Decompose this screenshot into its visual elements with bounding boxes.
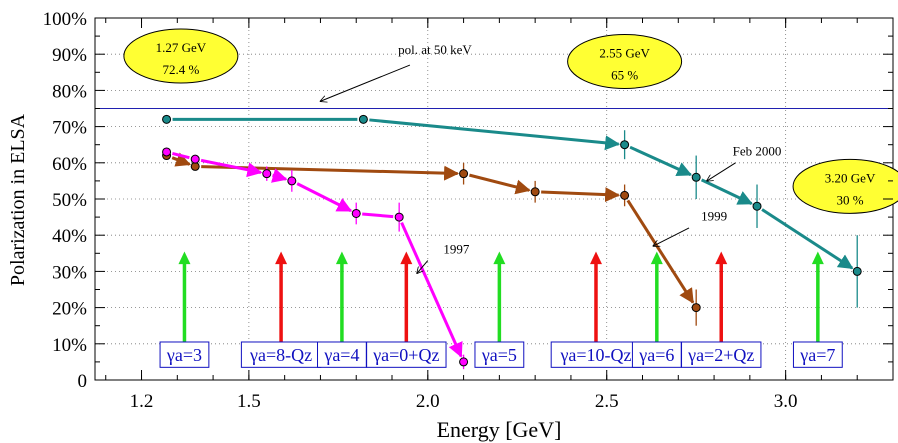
series-segment-y1997: [200, 158, 263, 178]
x-tick-label: 1.5: [237, 391, 261, 412]
x-tick-label: 3.0: [774, 391, 798, 412]
axis-labels: 0 10% 20% 30% 40% 50% 60% 70% 80% 90% 100% 1.2 1.5 2.…: [43, 9, 893, 412]
y-tick-label: 40%: [52, 226, 87, 247]
series-segment-y1999: [541, 187, 621, 203]
resonance-arrow-head: [275, 251, 288, 265]
annotation-pointer: [653, 227, 690, 246]
resonance-label-box: [240, 341, 322, 368]
series-segment-y1999: [626, 199, 695, 304]
callout-percent: 72.4 %: [162, 62, 199, 77]
data-point-y1999: [459, 169, 469, 179]
y-tick-label: 20%: [52, 299, 87, 320]
resonance-label-box: [159, 341, 210, 368]
data-point-feb2000: [691, 172, 701, 182]
y-tick-label: 0: [78, 371, 88, 392]
series-segment-y1997: [296, 182, 353, 213]
callout-percent: 30 %: [837, 192, 864, 207]
series-segment-feb2000: [629, 145, 693, 177]
y-axis-title: Polarization in ELSA: [7, 113, 29, 286]
resonance-label-box: [631, 341, 682, 368]
data-point-feb2000: [358, 114, 368, 124]
series-segment-feb2000: [700, 178, 753, 206]
y-tick-label: 10%: [52, 335, 87, 356]
data-point-y1999: [691, 303, 701, 313]
resonance-label-box: [474, 341, 525, 368]
annotation-pointer: [320, 64, 411, 101]
resonance-arrow-head: [650, 251, 663, 265]
y-tick-label: 90%: [52, 45, 87, 66]
series-segment-y1999: [469, 173, 531, 195]
series-segment-y1999: [171, 152, 191, 167]
callout-ellipse: [792, 158, 898, 214]
resonance-arrow-head: [589, 251, 602, 265]
resonance-group: γa=3 γa=8-Qz γa=4 γa=0+Qz γa=5 γa=10-Qz γa=6 γa…: [159, 251, 843, 368]
annotation-label: pol. at 50 keV: [398, 42, 472, 57]
x-axis-title: Energy [GeV]: [437, 417, 562, 442]
data-point-y1997: [351, 208, 361, 218]
resonance-label-box: [366, 341, 447, 368]
resonance-arrow-head: [178, 251, 191, 265]
x-tick-label: 1.2: [130, 391, 154, 412]
callout-energy: 3.20 GeV: [825, 170, 876, 185]
resonance-label: γa=8-Qz: [249, 345, 312, 365]
y-tick-label: 30%: [52, 262, 87, 283]
resonance-arrow-head: [335, 251, 348, 265]
series-segment-y1997: [271, 168, 288, 183]
callout-ellipse: [123, 28, 239, 84]
callout-group: 1.27 GeV 72.4 % 2.55 GeV 65 % 3.20 GeV 30 %: [123, 28, 898, 214]
series-group: [162, 114, 862, 370]
data-point-y1997: [190, 154, 200, 164]
resonance-label-box: [550, 341, 642, 368]
data-point-y1999: [620, 190, 630, 200]
annotation-label: Feb 2000: [733, 144, 782, 159]
resonance-label: γa=7: [799, 345, 835, 365]
resonance-arrow-head: [493, 251, 506, 265]
annotation-group: pol. at 50 keV Feb 2000 1999 1997: [320, 42, 781, 273]
annotation-pointer: [707, 162, 736, 181]
x-tick-label: 2.5: [595, 391, 619, 412]
series-segment-y1997: [172, 151, 190, 160]
data-point-feb2000: [620, 140, 630, 150]
data-point-feb2000: [162, 114, 172, 124]
resonance-label-box: [792, 341, 843, 368]
resonance-arrow-head: [811, 251, 824, 265]
y-tick-label: 80%: [52, 81, 87, 102]
resonance-arrow-head: [400, 251, 413, 265]
callout-energy: 1.27 GeV: [156, 40, 207, 55]
x-tick-label: 2.0: [416, 391, 440, 412]
resonance-label: γa=10-Qz: [559, 345, 631, 365]
resonance-label: γa=4: [323, 345, 359, 365]
data-point-y1997: [394, 212, 404, 222]
data-point-y1997: [162, 147, 172, 157]
series-segment-y1997: [362, 212, 394, 219]
series-segment-feb2000: [761, 208, 854, 270]
callout-energy: 2.55 GeV: [599, 45, 650, 60]
data-point-feb2000: [752, 201, 762, 211]
data-point-y1999: [530, 187, 540, 197]
resonance-label-box: [681, 341, 762, 368]
callout-ellipse: [567, 33, 683, 89]
resonance-arrow-head: [715, 251, 728, 265]
annotation-label: 1999: [701, 209, 727, 224]
data-point-feb2000: [852, 266, 862, 276]
annotation-label: 1997: [443, 241, 470, 256]
data-point-y1997: [287, 176, 297, 186]
resonance-label: γa=5: [481, 345, 517, 365]
data-point-y1997: [459, 357, 469, 367]
y-tick-label: 70%: [52, 118, 87, 139]
y-tick-label: 100%: [43, 9, 88, 30]
series-segment-y1997: [400, 221, 463, 358]
resonance-label: γa=0+Qz: [372, 345, 439, 365]
y-tick-label: 50%: [52, 190, 87, 211]
resonance-label: γa=2+Qz: [687, 345, 754, 365]
resonance-label: γa=3: [166, 345, 202, 365]
y-tick-label: 60%: [52, 154, 87, 175]
resonance-label: γa=6: [638, 345, 674, 365]
annotation-pointer: [417, 260, 429, 274]
data-point-y1997: [262, 169, 272, 179]
callout-percent: 65 %: [611, 67, 638, 82]
series-segment-feb2000: [369, 118, 621, 151]
